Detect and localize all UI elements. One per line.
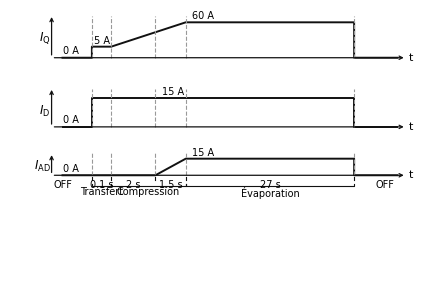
Text: t: t	[408, 53, 413, 63]
Text: $I_\mathrm{Q}$: $I_\mathrm{Q}$	[39, 30, 51, 46]
Text: 2 s: 2 s	[126, 180, 141, 190]
Text: 1.5 s: 1.5 s	[159, 180, 182, 190]
Text: Transfert: Transfert	[80, 187, 123, 197]
Text: $I_\mathrm{AD}$: $I_\mathrm{AD}$	[34, 159, 51, 174]
Text: OFF: OFF	[375, 180, 394, 190]
Text: 0.1 s: 0.1 s	[90, 180, 113, 190]
Text: $I_\mathrm{D}$: $I_\mathrm{D}$	[39, 103, 51, 118]
Text: 0 A: 0 A	[63, 46, 79, 56]
Text: 0 A: 0 A	[63, 164, 79, 175]
Text: 27 s: 27 s	[260, 180, 280, 190]
Text: 0 A: 0 A	[63, 115, 79, 125]
Text: OFF: OFF	[54, 180, 73, 190]
Text: t: t	[408, 122, 413, 132]
Text: Évaporation: Évaporation	[241, 187, 299, 199]
Text: 15 A: 15 A	[192, 148, 214, 158]
Text: t: t	[408, 170, 413, 180]
Text: 60 A: 60 A	[192, 11, 214, 21]
Text: Compression: Compression	[117, 187, 180, 197]
Text: 15 A: 15 A	[162, 87, 184, 97]
Text: 5 A: 5 A	[94, 36, 110, 46]
